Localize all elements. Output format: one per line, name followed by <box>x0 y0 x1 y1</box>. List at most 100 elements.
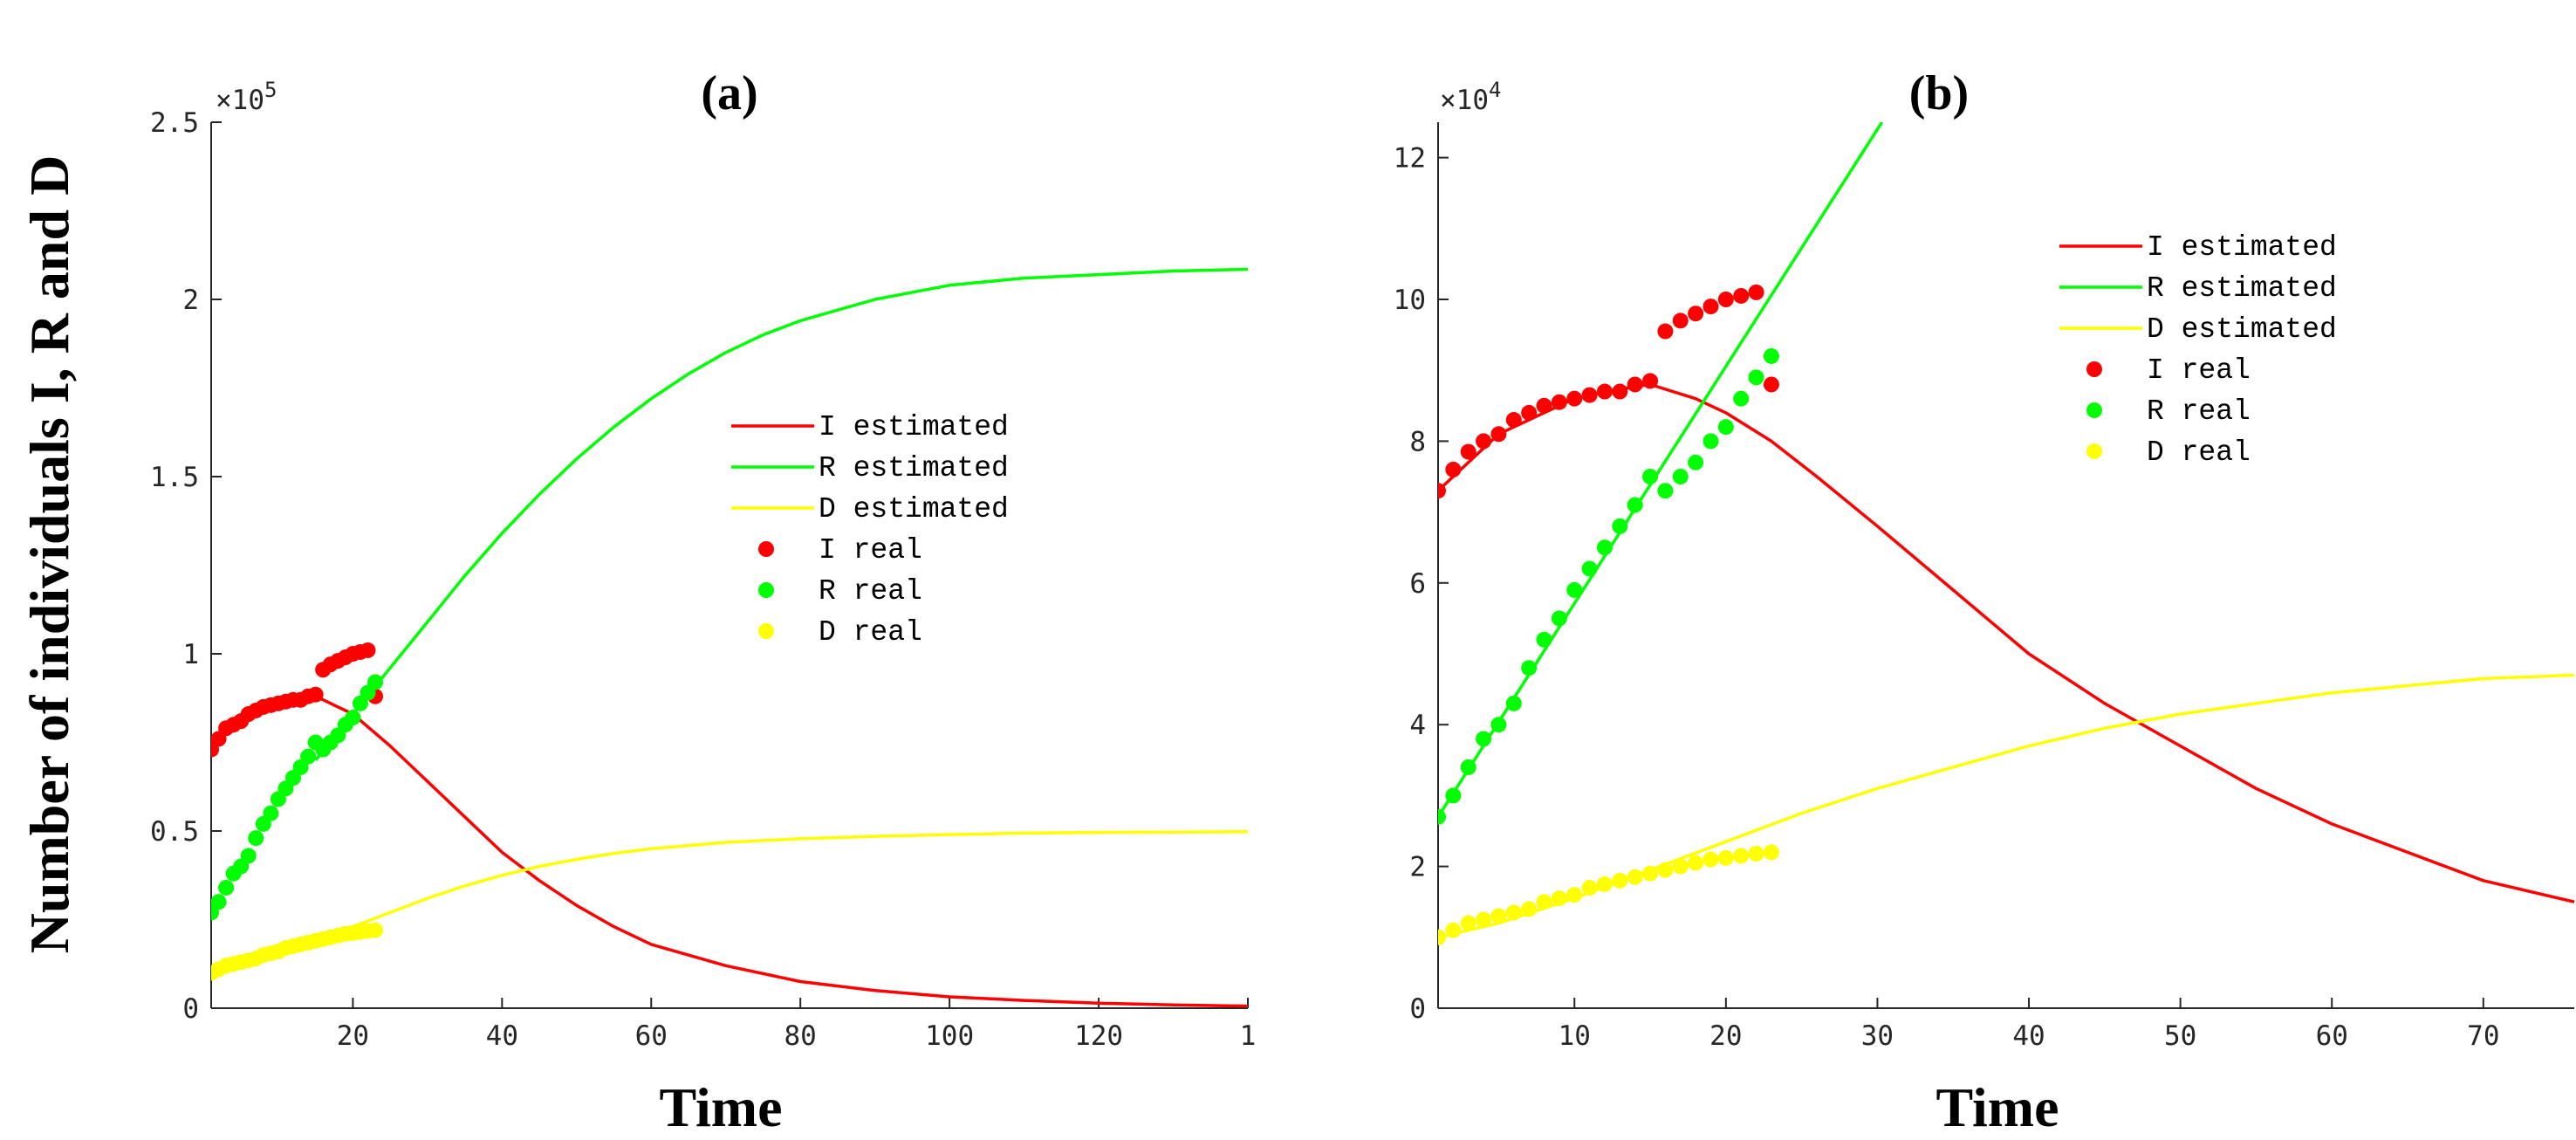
x-tick-label: 60 <box>635 1020 668 1052</box>
y-tick-label: 8 <box>1409 426 1426 457</box>
x-tick-label: 1 <box>1240 1020 1257 1052</box>
point-d-real <box>1748 845 1764 862</box>
y-exponent-label: ×105 <box>216 78 277 116</box>
plot-area <box>211 267 1248 1008</box>
point-i-real <box>1763 376 1779 393</box>
point-i-real <box>1521 404 1538 421</box>
point-i-real <box>1688 306 1704 322</box>
point-i-real <box>1551 394 1567 410</box>
x-tick-label: 30 <box>1861 1020 1894 1052</box>
x-tick-label: 100 <box>925 1020 974 1052</box>
legend-label: R estimated <box>2147 272 2337 305</box>
legend-label: D estimated <box>819 493 1009 525</box>
point-d-real <box>1476 911 1492 928</box>
point-i-real <box>1536 397 1552 414</box>
point-r-real <box>1612 518 1628 534</box>
legend-marker-swatch <box>758 582 774 598</box>
legend-label: D estimated <box>2147 313 2337 346</box>
y-tick-label: 0 <box>1409 993 1426 1025</box>
point-r-real <box>240 848 257 864</box>
point-d-real <box>1702 851 1719 868</box>
chart-title: (a) <box>701 66 757 120</box>
point-r-real <box>263 805 279 821</box>
legend-label: D real <box>819 616 922 649</box>
point-r-real <box>1476 731 1492 747</box>
panel-b: 0 2 4 6 8 10 12 10 20 30 40 50 60 70 ×104 (b) Time I esti… <box>1394 66 2574 1138</box>
y-tick-label: 4 <box>1409 710 1426 741</box>
point-d-real <box>1490 908 1507 924</box>
point-i-real <box>1566 390 1583 407</box>
point-d-real <box>1521 901 1538 917</box>
x-tick-label: 70 <box>2467 1020 2499 1052</box>
legend-marker-swatch <box>2086 443 2102 459</box>
point-d-real <box>1733 848 1750 864</box>
chart-title: (b) <box>1909 66 1969 120</box>
series-line-i-estimated <box>314 695 1248 1008</box>
point-r-real <box>1521 660 1538 676</box>
point-i-real <box>1596 383 1613 400</box>
legend-label: R real <box>819 575 922 608</box>
legend-label: D real <box>2147 436 2251 469</box>
y-tick-label: 0.5 <box>150 816 199 848</box>
point-i-real <box>1438 483 1446 499</box>
point-r-real <box>1702 433 1719 450</box>
y-tick-label: 6 <box>1409 568 1426 600</box>
point-i-real <box>1702 299 1719 315</box>
point-i-real <box>307 686 324 703</box>
point-d-real <box>1438 929 1446 945</box>
point-i-real <box>1717 292 1734 307</box>
point-r-real <box>345 710 361 726</box>
point-r-real <box>1642 469 1659 484</box>
point-r-real <box>211 894 227 910</box>
point-r-real <box>1460 759 1476 775</box>
point-d-real <box>1642 865 1659 882</box>
y-tick-label: 2 <box>1409 852 1426 883</box>
point-i-real <box>1460 443 1476 460</box>
point-i-real <box>1627 376 1643 393</box>
y-tick-label: 1 <box>182 639 199 670</box>
point-r-real <box>1566 581 1583 598</box>
x-tick-label: 10 <box>1559 1020 1591 1052</box>
legend-marker-swatch <box>2086 402 2102 418</box>
point-d-real <box>1551 890 1567 907</box>
point-d-real <box>367 922 384 938</box>
point-d-real <box>1612 872 1628 889</box>
point-r-real <box>218 879 235 896</box>
x-tick-label: 40 <box>2012 1020 2045 1052</box>
point-d-real <box>1717 849 1734 866</box>
y-tick-label: 1.5 <box>150 462 199 493</box>
point-r-real <box>1657 483 1674 499</box>
plot-area <box>1438 122 2574 945</box>
point-i-real <box>1612 383 1628 400</box>
point-i-real <box>1445 461 1462 477</box>
point-i-real <box>1672 312 1689 329</box>
x-tick-label: 20 <box>1709 1020 1742 1052</box>
legend-marker-swatch <box>758 541 774 557</box>
series-line-i-estimated <box>1438 382 2574 903</box>
legend-label: I real <box>2147 354 2251 387</box>
point-r-real <box>1733 390 1750 407</box>
point-r-real <box>1717 419 1734 436</box>
series-line-d-estimated <box>315 830 1248 939</box>
point-d-real <box>1763 844 1779 861</box>
point-d-real <box>1657 862 1674 878</box>
point-i-real <box>1581 387 1598 403</box>
x-tick-label: 40 <box>486 1020 518 1052</box>
point-d-real <box>1460 915 1476 931</box>
legend-label: I real <box>819 534 922 567</box>
point-r-real <box>1672 469 1689 484</box>
point-i-real <box>1748 284 1764 300</box>
legend-label: R estimated <box>819 452 1009 484</box>
legend-marker-swatch <box>2086 361 2102 377</box>
point-i-real <box>1476 433 1492 450</box>
point-r-real <box>1505 695 1522 711</box>
x-tick-label: 60 <box>2316 1020 2348 1052</box>
y-tick-label: 10 <box>1394 285 1426 316</box>
y-exponent-power: 4 <box>1489 78 1501 102</box>
point-r-real <box>1445 787 1462 804</box>
point-r-real <box>1596 539 1613 556</box>
x-axis-label: Time <box>1935 1076 2059 1138</box>
point-i-real <box>1642 373 1659 389</box>
point-d-real <box>1688 855 1704 871</box>
point-d-real <box>1581 879 1598 896</box>
